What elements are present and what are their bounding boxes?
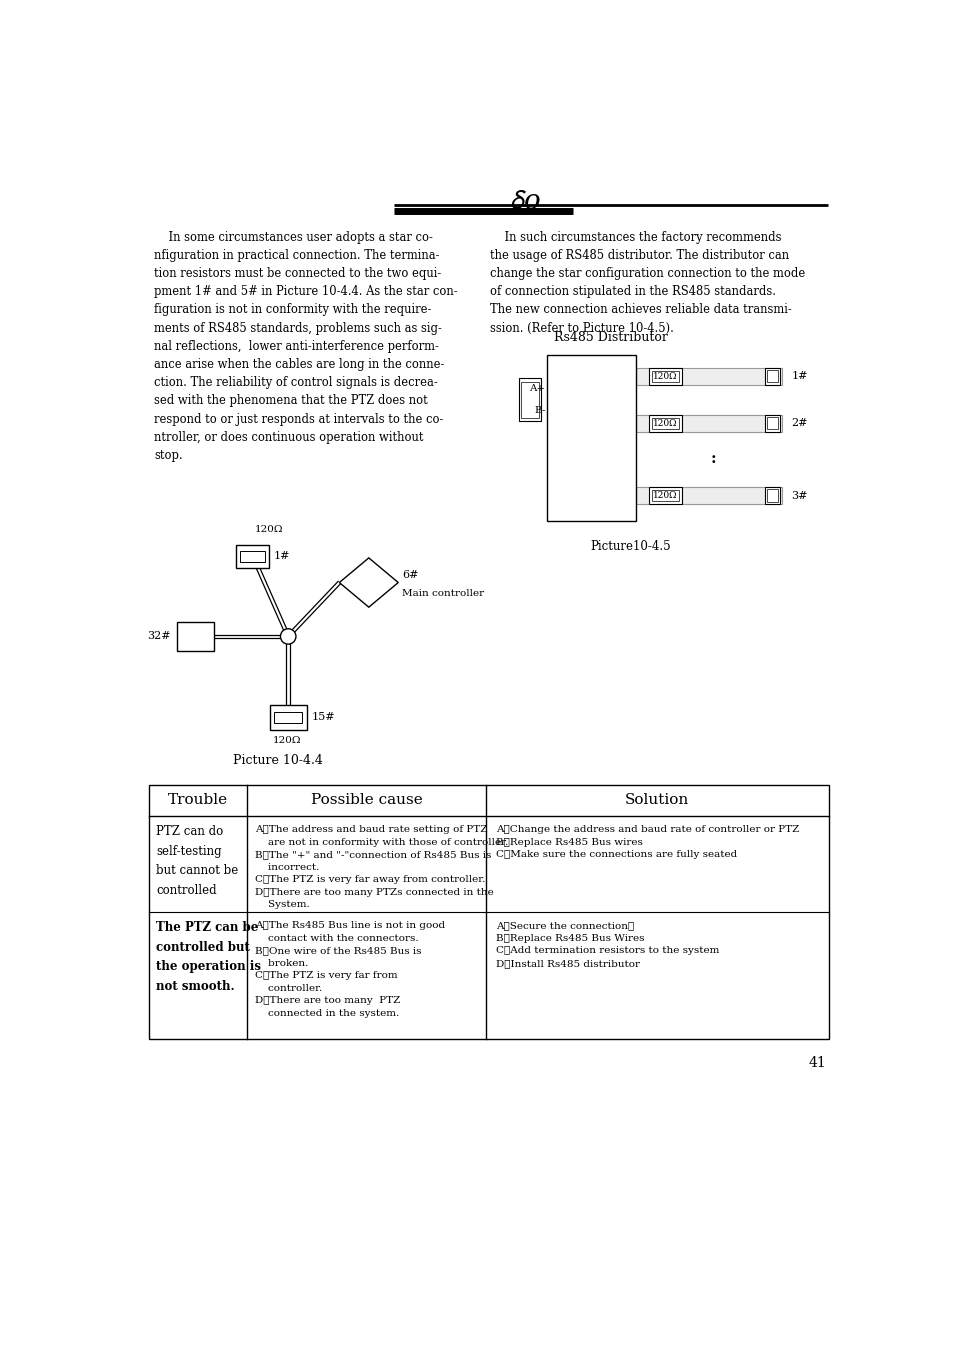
- Bar: [546, 355, 636, 521]
- Text: Solution: Solution: [624, 793, 689, 808]
- Text: A+: A+: [529, 385, 545, 393]
- Bar: [274, 712, 302, 723]
- Text: 120Ω: 120Ω: [653, 490, 678, 500]
- Polygon shape: [339, 558, 397, 607]
- Text: 120Ω: 120Ω: [273, 736, 300, 744]
- Text: 41: 41: [807, 1056, 825, 1070]
- Bar: [649, 488, 681, 504]
- Text: $\mathcal{\delta}$o: $\mathcal{\delta}$o: [510, 188, 541, 215]
- Text: Picture 10-4.4: Picture 10-4.4: [233, 754, 323, 767]
- Bar: [270, 705, 307, 730]
- Text: A、Secure the connection；
B、Replace Rs485 Bus Wires
C、Add termination resistors t: A、Secure the connection； B、Replace Rs485…: [496, 921, 719, 967]
- Bar: [764, 415, 780, 431]
- Bar: [518, 378, 540, 422]
- Bar: [764, 488, 780, 504]
- Bar: [649, 415, 681, 431]
- Bar: [521, 381, 537, 417]
- Text: Rs485 Distributor: Rs485 Distributor: [554, 331, 668, 345]
- Text: 120Ω: 120Ω: [653, 372, 678, 381]
- Text: PTZ can do
self-testing
but cannot be
controlled: PTZ can do self-testing but cannot be co…: [156, 825, 238, 897]
- Text: 1#: 1#: [274, 551, 290, 562]
- Text: 15#: 15#: [311, 712, 335, 723]
- Bar: [636, 488, 781, 504]
- Bar: [652, 417, 679, 428]
- Text: A、The Rs485 Bus line is not in good
    contact with the connectors.
B、One wire : A、The Rs485 Bus line is not in good cont…: [254, 921, 445, 1017]
- Circle shape: [280, 628, 295, 644]
- Bar: [636, 367, 781, 385]
- Text: :: :: [710, 453, 716, 466]
- Bar: [652, 370, 679, 381]
- Bar: [766, 370, 778, 382]
- Text: 1#: 1#: [790, 372, 807, 381]
- Bar: [766, 417, 778, 430]
- Text: Possible cause: Possible cause: [311, 793, 422, 808]
- Text: 3#: 3#: [790, 490, 807, 500]
- Text: 32#: 32#: [147, 631, 171, 642]
- Text: The PTZ can be
controlled but
the operation is
not smooth.: The PTZ can be controlled but the operat…: [156, 921, 261, 993]
- Bar: [149, 785, 828, 1039]
- Bar: [649, 367, 681, 385]
- Text: In such circumstances the factory recommends
the usage of RS485 distributor. The: In such circumstances the factory recomm…: [489, 231, 804, 335]
- Text: 6#: 6#: [402, 570, 418, 580]
- Text: Trouble: Trouble: [168, 793, 228, 808]
- Text: 120Ω: 120Ω: [254, 526, 283, 534]
- Text: In some circumstances user adopts a star co-
nfiguration in practical connection: In some circumstances user adopts a star…: [154, 231, 457, 462]
- Bar: [176, 621, 213, 651]
- Text: Main controller: Main controller: [402, 589, 484, 598]
- Bar: [766, 489, 778, 501]
- Bar: [652, 490, 679, 501]
- Bar: [636, 415, 781, 431]
- Bar: [236, 544, 269, 567]
- Bar: [240, 551, 265, 562]
- Text: 120Ω: 120Ω: [653, 419, 678, 428]
- Text: A、The address and baud rate setting of PTZ
    are not in conformity with those : A、The address and baud rate setting of P…: [254, 825, 508, 909]
- Text: 2#: 2#: [790, 419, 807, 428]
- Bar: [764, 367, 780, 385]
- Text: A、Change the address and baud rate of controller or PTZ
B、Replace Rs485 Bus wire: A、Change the address and baud rate of co…: [496, 825, 799, 859]
- Text: Picture10-4.5: Picture10-4.5: [590, 540, 670, 553]
- Text: B-: B-: [534, 405, 545, 415]
